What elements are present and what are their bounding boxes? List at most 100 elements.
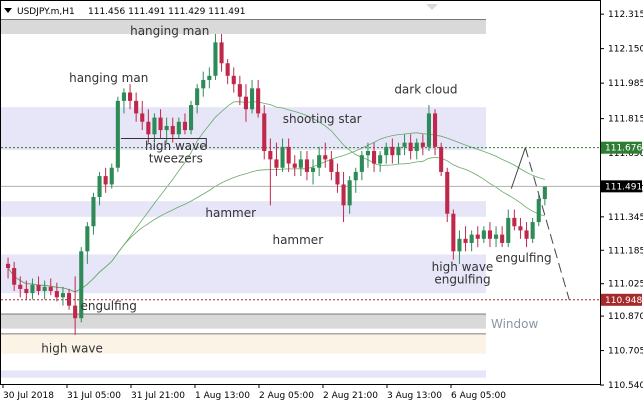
candle bbox=[353, 167, 358, 193]
candle bbox=[201, 71, 206, 97]
projection-path bbox=[510, 147, 570, 300]
candle-body bbox=[323, 155, 328, 160]
candle bbox=[304, 151, 309, 181]
candle bbox=[176, 117, 181, 139]
candle-body bbox=[48, 286, 53, 292]
candle-body bbox=[365, 151, 370, 156]
candle-body bbox=[60, 293, 65, 298]
y-tick-label: 111.345 bbox=[608, 213, 643, 223]
candle-body bbox=[12, 268, 17, 285]
candle bbox=[115, 96, 120, 172]
candle bbox=[79, 247, 84, 323]
resistance-price-tag-bg bbox=[601, 141, 642, 154]
candle-body bbox=[231, 75, 236, 85]
candle-body bbox=[292, 163, 297, 168]
candle-body bbox=[67, 293, 72, 306]
candle bbox=[134, 92, 139, 122]
candle bbox=[67, 288, 72, 310]
candle-body bbox=[115, 100, 120, 168]
candle-body bbox=[262, 113, 267, 152]
candle-body bbox=[420, 142, 425, 147]
candle bbox=[237, 75, 242, 106]
zone-blue bbox=[1, 254, 486, 294]
candle bbox=[298, 151, 303, 177]
candle bbox=[274, 142, 279, 177]
candle-body bbox=[97, 176, 102, 197]
candle bbox=[207, 67, 212, 89]
candle bbox=[146, 109, 151, 143]
candle-body bbox=[146, 121, 151, 135]
candle bbox=[42, 280, 47, 300]
candle-body bbox=[219, 42, 224, 64]
candle-body bbox=[451, 213, 456, 252]
candle-body bbox=[91, 196, 96, 227]
candle-body bbox=[213, 42, 218, 76]
candle bbox=[506, 209, 511, 248]
candle bbox=[500, 226, 505, 248]
candle bbox=[231, 67, 236, 93]
candle-body bbox=[542, 186, 547, 200]
candle-body bbox=[30, 284, 35, 294]
candle-body bbox=[353, 171, 358, 181]
candle-body bbox=[536, 199, 541, 223]
y-tick-label: 110.540 bbox=[608, 381, 643, 391]
candle bbox=[372, 142, 377, 172]
candle bbox=[256, 79, 261, 118]
x-axis: 30 Jul 2018 31 Jul 05:00 31 Jul 21:00 1 Aug… bbox=[2, 384, 506, 401]
y-tick-label: 111.815 bbox=[608, 115, 643, 125]
candle-body bbox=[128, 92, 133, 101]
candle-body bbox=[73, 305, 78, 319]
candle-body bbox=[103, 176, 108, 185]
candle bbox=[85, 222, 90, 264]
candle-body bbox=[189, 105, 194, 131]
y-tick-label: 111.985 bbox=[608, 79, 643, 89]
candle-body bbox=[280, 146, 285, 168]
candle-body bbox=[414, 142, 419, 152]
pattern-label: engulfing bbox=[81, 299, 137, 313]
candle bbox=[54, 282, 59, 302]
pattern-label: hammer bbox=[272, 233, 323, 247]
candle bbox=[341, 171, 346, 223]
pattern-label: high wave bbox=[41, 342, 103, 356]
candle bbox=[451, 209, 456, 260]
candle bbox=[60, 286, 65, 306]
candle bbox=[323, 142, 328, 168]
candle-body bbox=[201, 79, 206, 89]
candle bbox=[402, 134, 407, 156]
candle-body bbox=[512, 217, 517, 227]
pattern-label: dark cloud bbox=[394, 83, 457, 97]
support-price-tag-text: 110.948 bbox=[605, 296, 642, 306]
pattern-label: hanging man bbox=[130, 24, 209, 38]
y-tick-label: 112.150 bbox=[608, 45, 643, 55]
candle-body bbox=[24, 288, 29, 294]
candle-body bbox=[347, 180, 352, 206]
candle bbox=[30, 278, 35, 300]
candle bbox=[262, 105, 267, 160]
candle-body bbox=[317, 155, 322, 168]
current-price-tag: 111.491 bbox=[601, 180, 642, 193]
candle bbox=[408, 134, 413, 160]
y-tick-label: 110.705 bbox=[608, 347, 643, 357]
candle bbox=[536, 194, 541, 227]
candle bbox=[396, 142, 401, 164]
resistance-price-tag-text: 111.676 bbox=[605, 144, 642, 154]
candle-body bbox=[134, 100, 139, 114]
candle-body bbox=[433, 113, 438, 147]
scroll-down-arrow-icon[interactable] bbox=[426, 4, 438, 10]
x-tick-label: 31 Jul 05:00 bbox=[67, 391, 121, 401]
candle bbox=[347, 176, 352, 214]
candle-body bbox=[469, 234, 474, 243]
candle-body bbox=[158, 117, 163, 131]
candle bbox=[439, 142, 444, 177]
candle-body bbox=[54, 291, 59, 298]
chevron-down-icon[interactable] bbox=[4, 8, 12, 13]
tweezers-bracket bbox=[120, 137, 207, 149]
candle-body bbox=[268, 151, 273, 160]
candle-body bbox=[298, 159, 303, 168]
candle-body bbox=[250, 88, 255, 110]
candle bbox=[524, 222, 529, 248]
candle-body bbox=[494, 234, 499, 239]
candle bbox=[182, 113, 187, 135]
candle-body bbox=[18, 284, 23, 289]
